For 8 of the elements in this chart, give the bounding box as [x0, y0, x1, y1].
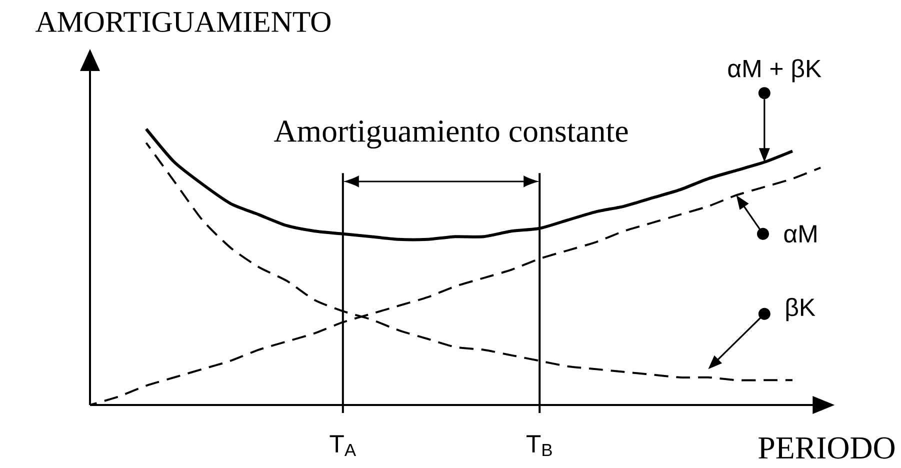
- legend-label: αM: [784, 225, 816, 243]
- text: αM + βK: [728, 59, 822, 82]
- annotation: Amortiguamiento constante: [274, 120, 628, 149]
- x-tick-label: T$_{B}$: [526, 435, 552, 456]
- x-axis-title: PERIODO: [758, 437, 894, 459]
- x-tick-label: T$_{A}$: [330, 435, 356, 456]
- legend-label: βK: [786, 298, 816, 322]
- y-axis-title: AMORTIGUAMIENTO: [35, 12, 330, 32]
